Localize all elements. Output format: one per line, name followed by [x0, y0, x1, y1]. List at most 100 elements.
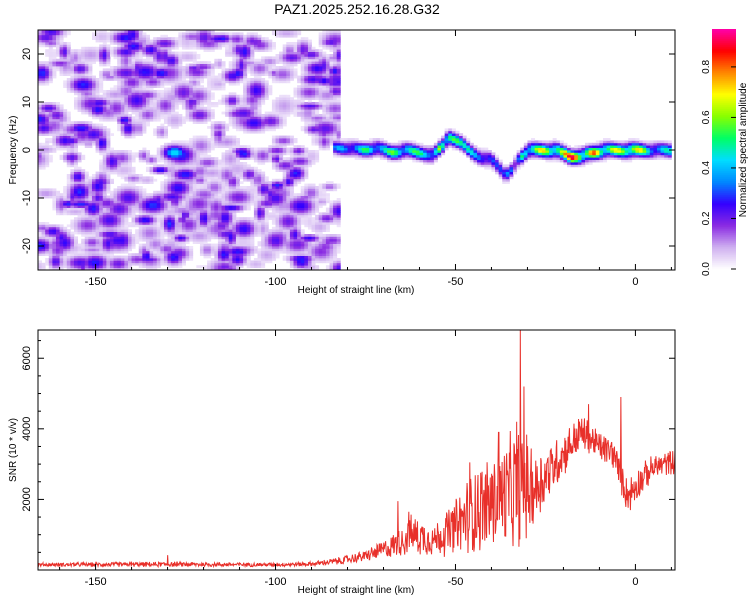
- spectrogram-cell: [181, 171, 186, 175]
- spectrogram-cell: [127, 207, 132, 211]
- spectrogram-cell: [232, 63, 237, 67]
- spectrogram-cell: [214, 166, 219, 170]
- spectrogram-cell: [232, 80, 237, 84]
- spectrogram-cell: [250, 181, 255, 184]
- spectrogram-cell: [167, 92, 172, 96]
- spectrogram-cell: [142, 97, 147, 100]
- spectrogram-cell: [99, 234, 104, 237]
- spectrogram-cell: [73, 246, 78, 249]
- spectrogram-cell: [81, 90, 86, 93]
- spectrogram-cell: [203, 190, 208, 194]
- spectrogram-cell: [196, 183, 201, 187]
- spectrogram-cell: [217, 181, 222, 184]
- spectrogram-cell: [185, 205, 190, 208]
- spectrogram-cell: [127, 126, 132, 129]
- spectrogram-cell: [243, 130, 248, 134]
- spectrogram-cell: [124, 133, 129, 136]
- spectrogram-cell: [84, 46, 89, 50]
- spectrogram-cell: [153, 202, 158, 206]
- spectrogram-cell: [102, 90, 107, 93]
- spectrogram-cell: [109, 258, 114, 261]
- spectrogram-cell: [142, 243, 147, 247]
- spectrogram-cell: [221, 135, 226, 139]
- spectrogram-cell: [235, 66, 240, 69]
- spectrogram-cell: [163, 114, 168, 117]
- spectrogram-cell: [167, 169, 172, 172]
- spectrogram-cell: [45, 260, 50, 264]
- spectrogram-cell: [246, 222, 251, 225]
- spectrogram-cell: [207, 188, 212, 192]
- spectrogram-cell: [174, 78, 179, 81]
- spectrogram-cell: [196, 114, 201, 117]
- spectrogram-cell: [131, 202, 136, 206]
- spectrogram-cell: [95, 214, 100, 218]
- spectrogram-cell: [59, 133, 64, 136]
- spectrogram-cell: [70, 51, 75, 55]
- spectrogram-cell: [52, 106, 57, 110]
- spectrogram-cell: [217, 195, 222, 199]
- spectrogram-cell: [124, 229, 129, 232]
- spectrogram-cell: [156, 229, 161, 232]
- spectrogram-cell: [77, 123, 82, 127]
- spectrogram-cell: [91, 49, 96, 52]
- spectrogram-cell: [243, 123, 248, 127]
- spectrogram-cell: [135, 255, 140, 259]
- spectrogram-cell: [207, 255, 212, 259]
- spectrogram-cell: [185, 236, 190, 240]
- spectrogram-cell: [59, 106, 64, 110]
- spectrogram-cell: [232, 42, 237, 45]
- spectrogram-cell: [142, 248, 147, 252]
- spectrogram-cell: [138, 123, 143, 127]
- spectrogram-cell: [84, 234, 89, 237]
- spectrogram-cell: [243, 238, 248, 242]
- spectrogram-cell: [95, 92, 100, 96]
- spectrogram-cell: [250, 63, 255, 67]
- spectrogram-cell: [210, 49, 215, 52]
- spectrogram-cell: [160, 114, 165, 117]
- spectrogram-cell: [214, 229, 219, 232]
- spectrogram-cell: [171, 169, 176, 172]
- spectrogram-cell: [250, 87, 255, 91]
- spectrogram-cell: [81, 207, 86, 211]
- spectrogram-cell: [45, 73, 50, 76]
- spectrogram-cell: [77, 109, 82, 112]
- spectrogram-cell: [117, 217, 122, 220]
- spectrogram-cell: [189, 138, 194, 141]
- spectrogram-cell: [189, 205, 194, 208]
- spectrogram-cell: [81, 188, 86, 192]
- spectrogram-cell: [239, 207, 244, 211]
- spectrogram-cell: [124, 193, 129, 196]
- spectrogram-cell: [88, 176, 93, 180]
- spectrogram-cell: [91, 109, 96, 112]
- spectrogram-cell: [84, 188, 89, 192]
- spectrogram-cell: [41, 68, 46, 72]
- spectrogram-cell: [145, 94, 150, 98]
- spectrogram-cell: [203, 70, 208, 74]
- spectrogram-cell: [88, 229, 93, 232]
- spectrogram-cell: [117, 150, 122, 153]
- spectrogram-cell: [66, 260, 71, 264]
- spectrogram-cell: [135, 58, 140, 62]
- spectrogram-cell: [214, 217, 219, 220]
- spectrogram-cell: [243, 250, 248, 254]
- spectrogram-cell: [41, 157, 46, 160]
- spectrogram-cell: [138, 150, 143, 153]
- spectrogram-cell: [59, 236, 64, 240]
- spectrogram-cell: [109, 222, 114, 225]
- spectrogram-cell: [181, 70, 186, 74]
- spectrogram-cell: [48, 250, 53, 254]
- spectrogram-cell: [178, 231, 183, 235]
- spectrogram-cell: [239, 188, 244, 192]
- spectrogram-cell: [189, 162, 194, 165]
- spectrogram-cell: [253, 94, 258, 98]
- spectrogram-cell: [135, 32, 140, 36]
- spectrogram-cell: [88, 214, 93, 218]
- spectrogram-cell: [156, 217, 161, 220]
- spectrogram-cell: [127, 32, 132, 36]
- spectrogram-cell: [63, 58, 68, 62]
- spectrogram-cell: [113, 102, 118, 105]
- spectrogram-cell: [171, 164, 176, 168]
- spectrogram-cell: [156, 234, 161, 237]
- spectrogram-cell: [210, 186, 215, 189]
- spectrogram-cell: [106, 133, 111, 136]
